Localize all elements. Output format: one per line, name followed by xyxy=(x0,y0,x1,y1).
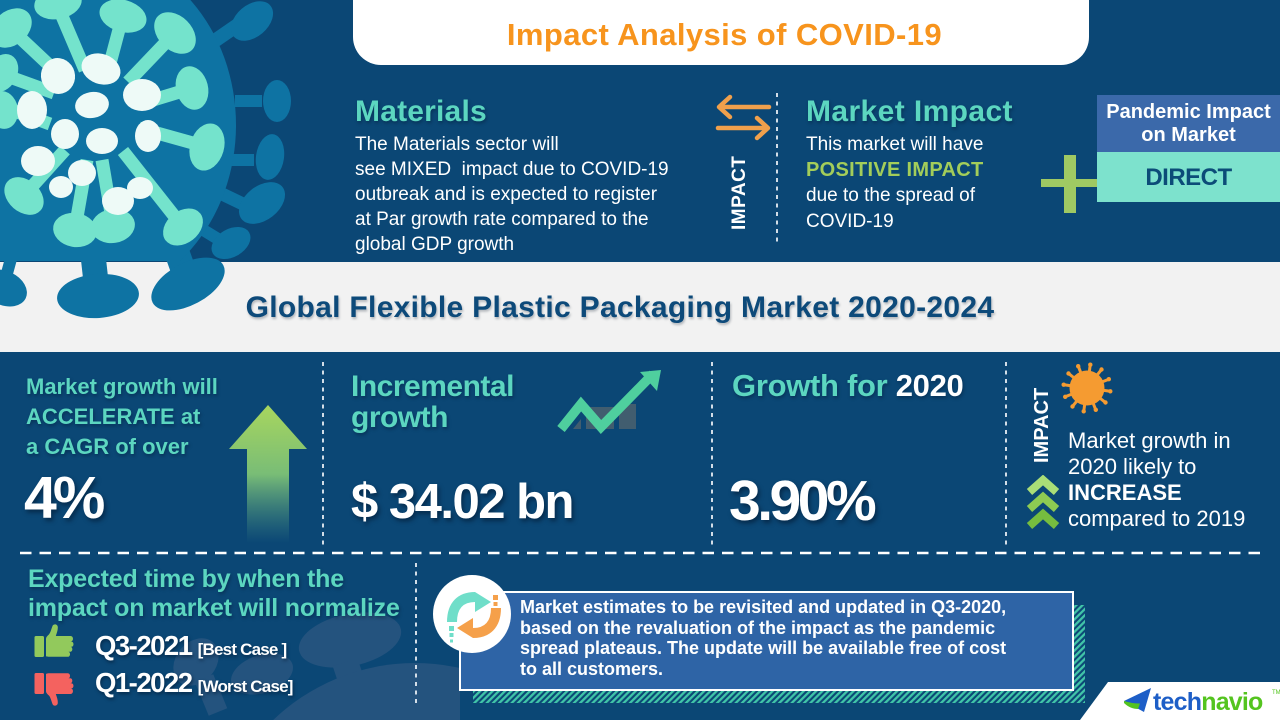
svg-text:technavio: technavio xyxy=(1153,688,1263,716)
svg-text:TM: TM xyxy=(1272,690,1280,696)
